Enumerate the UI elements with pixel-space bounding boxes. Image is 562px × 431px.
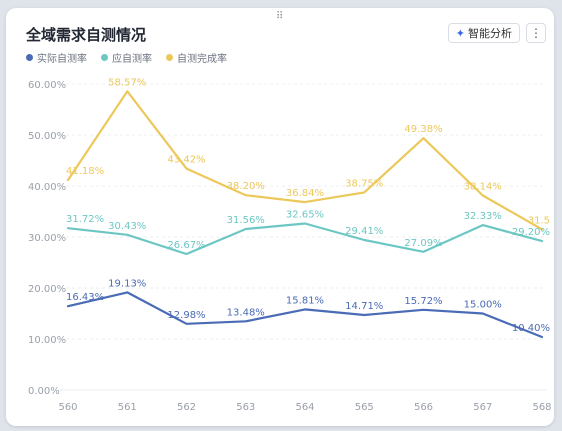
data-label: 15.00%	[464, 300, 502, 311]
data-label: 15.81%	[286, 295, 324, 306]
sparkle-icon: ✦	[455, 26, 465, 40]
line-chart: 0.00% 10.00% 20.00% 30.00% 40.00% 50.00% 60.00…	[28, 77, 552, 413]
legend-label-completion: 自测完成率	[177, 54, 227, 65]
data-label: 58.57%	[108, 77, 146, 88]
x-tick-label: 562	[177, 402, 196, 413]
data-label: 49.38%	[404, 124, 442, 135]
data-label: 32.65%	[286, 209, 324, 220]
data-label: 13.48%	[227, 307, 265, 318]
x-tick-label: 565	[355, 402, 374, 413]
ai-analysis-label: 智能分析	[468, 27, 512, 40]
ai-analysis-button[interactable]: ✦ 智能分析	[447, 23, 520, 43]
legend-dot-completion	[166, 54, 173, 61]
y-tick-label: 40.00%	[28, 182, 66, 193]
data-label: 32.33%	[464, 211, 502, 222]
data-label: 27.09%	[404, 238, 442, 249]
x-tick-label: 561	[118, 402, 137, 413]
series-line-2	[66, 90, 544, 231]
data-label: 31.72%	[66, 214, 104, 225]
data-label: 38.20%	[227, 181, 265, 192]
y-tick-label: 50.00%	[28, 131, 66, 142]
data-label: 38.75%	[345, 178, 383, 189]
y-tick-label: 30.00%	[28, 233, 66, 244]
series-line-0	[66, 291, 544, 339]
more-options-button[interactable]: ⋮	[526, 23, 546, 43]
x-tick-label: 564	[295, 402, 314, 413]
x-tick-label: 566	[414, 402, 433, 413]
y-tick-label: 0.00%	[28, 386, 60, 397]
y-tick-label: 20.00%	[28, 284, 66, 295]
legend-item-completion[interactable]: 自测完成率	[166, 50, 227, 65]
data-label: 41.18%	[66, 166, 104, 177]
x-tick-label: 568	[532, 402, 551, 413]
x-tick-label: 560	[58, 402, 77, 413]
chart-title: 全域需求自测情况	[26, 26, 147, 44]
data-label: 31.5	[528, 215, 550, 226]
legend-dot-actual	[26, 54, 33, 61]
drag-handle-icon[interactable]: ⠿	[276, 11, 285, 22]
data-label: 31.56%	[227, 215, 265, 226]
data-label: 43.42%	[167, 155, 205, 166]
legend-dot-expected	[101, 54, 108, 61]
legend-item-expected[interactable]: 应自测率	[101, 50, 152, 65]
x-tick-label: 563	[236, 402, 255, 413]
data-label: 29.20%	[512, 227, 550, 238]
data-label: 15.72%	[404, 296, 442, 307]
x-tick-label: 567	[473, 402, 492, 413]
data-label: 16.43%	[66, 292, 104, 303]
data-label: 26.67%	[167, 240, 205, 251]
chart-legend: 实际自测率 应自测率 自测完成率	[26, 50, 227, 65]
y-tick-label: 10.00%	[28, 335, 66, 346]
legend-label-actual: 实际自测率	[37, 54, 87, 65]
series-line-1	[66, 222, 544, 256]
data-label: 36.84%	[286, 188, 324, 199]
data-label: 29.41%	[345, 226, 383, 237]
data-label: 14.71%	[345, 301, 383, 312]
data-label: 12.98%	[167, 310, 205, 321]
data-label: 10.40%	[512, 323, 550, 334]
legend-item-actual[interactable]: 实际自测率	[26, 50, 87, 65]
more-vertical-icon: ⋮	[530, 26, 542, 40]
data-label: 30.43%	[108, 221, 146, 232]
data-label: 19.13%	[108, 278, 146, 289]
legend-label-expected: 应自测率	[112, 54, 152, 65]
chart-card: ⠿ 全域需求自测情况 ✦ 智能分析 ⋮ 实际自测率 应自测率 自测完成率 0.0…	[6, 8, 554, 426]
y-tick-label: 60.00%	[28, 80, 66, 91]
data-label: 38.14%	[464, 181, 502, 192]
